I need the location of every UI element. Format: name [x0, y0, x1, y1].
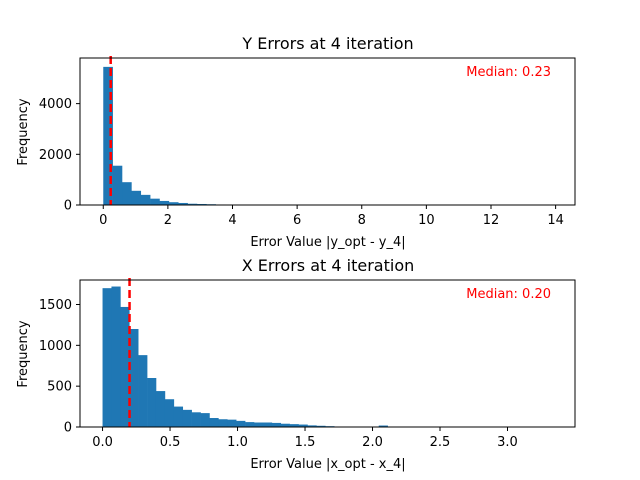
histogram-bar [102, 288, 112, 427]
histogram-bar [298, 424, 308, 427]
histogram-bar [129, 329, 139, 427]
x-axis-label: Error Value |x_opt - x_4| [250, 457, 405, 472]
histogram-bar [150, 198, 160, 205]
y-axis-label: Frequency [16, 320, 31, 387]
histogram-bar [140, 194, 151, 205]
x-tick-label: 0.5 [160, 435, 181, 450]
histogram-bar [112, 165, 123, 205]
x-tick-label: 0 [99, 213, 107, 228]
y-tick-label: 1000 [39, 339, 72, 354]
x-axis-ticks: 0 2 4 6 8 10 12 14 [99, 205, 564, 228]
median-label: Median: 0.20 [466, 287, 551, 302]
histogram-bar [164, 399, 175, 427]
histogram-bar [253, 422, 264, 427]
x-tick-label: 1.5 [295, 435, 316, 450]
histogram-bar [178, 202, 188, 205]
histogram-bar [196, 203, 207, 205]
y-axis-label: Frequency [16, 98, 31, 165]
x-tick-label: 12 [483, 213, 500, 228]
chart-title: X Errors at 4 iteration [242, 256, 415, 275]
y-axis-ticks: 0 2000 4000 [39, 97, 80, 214]
histogram-bar [280, 423, 290, 427]
histogram-bar [209, 418, 219, 427]
histogram-bar [378, 425, 388, 427]
histogram-bar [155, 391, 166, 427]
histogram-bar [173, 406, 184, 427]
histogram-bar [103, 66, 113, 205]
x-tick-label: 2.5 [430, 435, 451, 450]
y-tick-label: 0 [64, 421, 72, 436]
histogram-bar [316, 425, 326, 427]
histogram-bar [168, 202, 179, 205]
x-tick-label: 2.0 [362, 435, 383, 450]
x-errors-panel: X Errors at 4 iteration 0.0 0.5 1.0 1.5 2.0 2… [16, 256, 576, 472]
x-tick-label: 1.0 [227, 435, 248, 450]
histogram-bar [262, 422, 273, 427]
x-tick-label: 8 [358, 213, 366, 228]
histogram-bars [103, 66, 291, 205]
x-tick-label: 14 [547, 213, 564, 228]
histogram-bar [131, 190, 142, 205]
y-tick-label: 500 [47, 380, 72, 395]
plot-frame [79, 279, 576, 428]
histogram-bar [111, 286, 121, 427]
histogram-bar [200, 413, 210, 427]
x-tick-label: 0.0 [92, 435, 113, 450]
y-tick-label: 1500 [39, 298, 72, 313]
plot-frame [79, 57, 576, 206]
histogram-bar [120, 306, 130, 427]
histogram-bar [236, 420, 246, 427]
histogram-bar [187, 203, 198, 205]
y-errors-panel: Y Errors at 4 iteration 0 2 4 6 8 10 12 14 0 200… [16, 34, 576, 250]
x-tick-label: 10 [418, 213, 435, 228]
x-axis-label: Error Value |y_opt - y_4| [250, 235, 405, 250]
histogram-bar [182, 409, 192, 427]
histogram-bar [191, 412, 201, 427]
histogram-bar [271, 422, 282, 427]
histogram-bar [159, 200, 170, 205]
histogram-bars [102, 286, 406, 427]
histogram-bar [289, 424, 299, 427]
histogram-bar [147, 378, 157, 427]
chart-title: Y Errors at 4 iteration [241, 34, 413, 53]
y-tick-label: 4000 [39, 97, 72, 112]
histogram-bar [218, 419, 228, 427]
x-tick-label: 6 [293, 213, 301, 228]
histogram-bar [138, 355, 148, 427]
histogram-bar [122, 182, 132, 205]
x-tick-label: 4 [228, 213, 236, 228]
y-axis-ticks: 0 500 1000 1500 [39, 298, 80, 436]
x-axis-ticks: 0.0 0.5 1.0 1.5 2.0 2.5 3.0 [92, 427, 518, 450]
histogram-bar [245, 422, 255, 427]
x-tick-label: 3.0 [497, 435, 518, 450]
y-tick-label: 2000 [39, 148, 72, 163]
histogram-bar [227, 419, 237, 427]
median-label: Median: 0.23 [466, 65, 551, 80]
histogram-bar [307, 425, 317, 427]
y-tick-label: 0 [64, 199, 72, 214]
x-tick-label: 2 [164, 213, 172, 228]
